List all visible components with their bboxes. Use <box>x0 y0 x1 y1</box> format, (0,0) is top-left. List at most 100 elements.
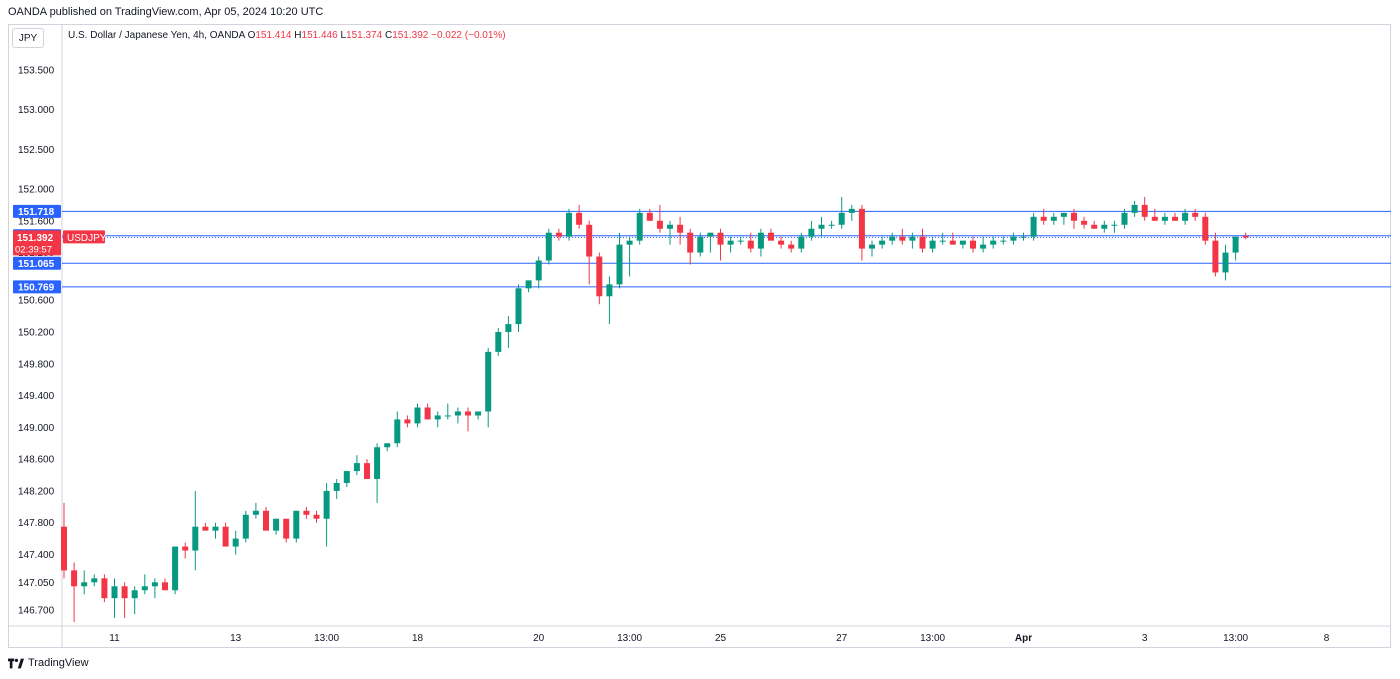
footer[interactable]: TradingView <box>8 657 89 669</box>
level-tag-bg <box>13 204 61 218</box>
candle-body <box>919 236 926 249</box>
level-tag-label: 150.769 <box>18 282 55 293</box>
candle-body <box>222 526 229 547</box>
symbol-box[interactable]: JPY <box>12 28 44 48</box>
candle-body <box>313 514 320 519</box>
candle-body <box>616 244 623 285</box>
candle-body <box>162 582 168 591</box>
candle-body <box>454 411 461 416</box>
y-tick-label: 150.200 <box>18 328 55 339</box>
legend-close: 151.392 <box>392 30 429 41</box>
candle-body <box>535 260 542 281</box>
x-tick-label: 13:00 <box>920 633 945 644</box>
candle-body <box>990 240 997 245</box>
candle-body <box>869 244 875 249</box>
candle-body <box>1161 216 1168 221</box>
y-tick-label: 149.400 <box>18 391 55 402</box>
candle-body <box>1030 216 1037 237</box>
grid-lines <box>9 25 1390 647</box>
price-axis: 153.500153.000152.500152.000151.600151.2… <box>18 65 55 616</box>
y-tick-label: 148.200 <box>18 486 55 497</box>
candle-body <box>808 228 815 237</box>
candle-body <box>717 232 724 245</box>
candle-body <box>757 232 764 249</box>
legend-open: 151.414 <box>255 30 292 41</box>
candle-body <box>172 546 179 591</box>
candle-body <box>485 351 492 412</box>
candle-body <box>646 212 653 221</box>
current-price-label: 151.392 <box>17 233 54 244</box>
candle-body <box>576 212 583 225</box>
candle-body <box>778 240 785 245</box>
published-header: OANDA published on TradingView.com, Apr … <box>8 6 324 18</box>
candle-body <box>374 447 381 480</box>
candle-body <box>1121 212 1128 225</box>
candle-body <box>323 490 330 519</box>
candle-body <box>788 244 795 249</box>
candle-body <box>404 419 411 424</box>
x-tick-label: 25 <box>715 633 727 644</box>
y-tick-label: 151.600 <box>18 216 55 227</box>
candle-body <box>747 240 754 249</box>
candle-body <box>424 407 431 420</box>
candle-body <box>1081 220 1088 225</box>
y-tick-label: 153.000 <box>18 105 55 116</box>
candle-body <box>151 582 158 587</box>
x-tick-label: 8 <box>1324 633 1330 644</box>
candle-body <box>899 236 906 241</box>
candle-body <box>1172 216 1178 221</box>
candle-body <box>353 463 360 472</box>
candle-body <box>303 510 310 515</box>
candle-body <box>1060 212 1067 217</box>
time-axis: 11 13 13:00 18 20 13:00 25 27 13:00 Apr 3 13:00 8 <box>109 633 1329 644</box>
candle-body <box>505 324 512 333</box>
level-tag: 151.718 <box>13 204 61 218</box>
candle-body <box>192 526 199 551</box>
candle-body <box>1131 204 1138 213</box>
legend-o-label: O <box>247 30 256 41</box>
candle-body <box>818 224 825 229</box>
candle-body <box>596 256 603 297</box>
candle-body <box>566 212 572 237</box>
legend-low: 151.374 <box>346 30 383 41</box>
candle-body <box>707 232 714 237</box>
level-tag: 150.769 <box>13 280 61 294</box>
candle-body <box>636 212 643 241</box>
candle-body <box>677 224 684 233</box>
candle-body <box>697 236 704 253</box>
x-tick-label: 13 <box>230 633 242 644</box>
candle-body <box>263 510 269 531</box>
candle-body <box>848 208 855 213</box>
candle-body <box>1222 252 1229 273</box>
footer-brand: TradingView <box>28 657 89 669</box>
candle-body <box>465 411 471 416</box>
candle-body <box>495 332 502 352</box>
candle-body <box>61 526 67 571</box>
candle-body <box>828 224 835 226</box>
candle-body <box>434 415 441 420</box>
legend-h-label: H <box>294 30 302 41</box>
y-tick-label: 150.600 <box>18 296 55 307</box>
y-tick-label: 148.600 <box>18 455 55 466</box>
candle-body <box>111 586 118 599</box>
y-tick-label: 153.500 <box>18 65 55 76</box>
y-tick-label: 149.000 <box>18 423 55 434</box>
y-tick-label: 152.000 <box>18 185 55 196</box>
price-tags: 151.718151.411151.065150.769151.39202:39… <box>13 204 107 294</box>
candle-body <box>1151 216 1158 221</box>
candle-body <box>475 411 482 416</box>
candle-body <box>525 280 532 289</box>
candle-body <box>687 232 694 253</box>
x-tick-label: Apr <box>1015 633 1032 644</box>
candle-body <box>283 518 290 539</box>
legend-change: −0.022 (−0.01%) <box>431 30 506 41</box>
candle-body <box>394 419 401 444</box>
candle-body <box>343 471 350 483</box>
level-tag-bg <box>13 280 61 294</box>
candle-body <box>182 546 189 551</box>
candle-body <box>101 578 108 599</box>
candle-body <box>727 240 734 245</box>
candle-body <box>667 224 673 229</box>
